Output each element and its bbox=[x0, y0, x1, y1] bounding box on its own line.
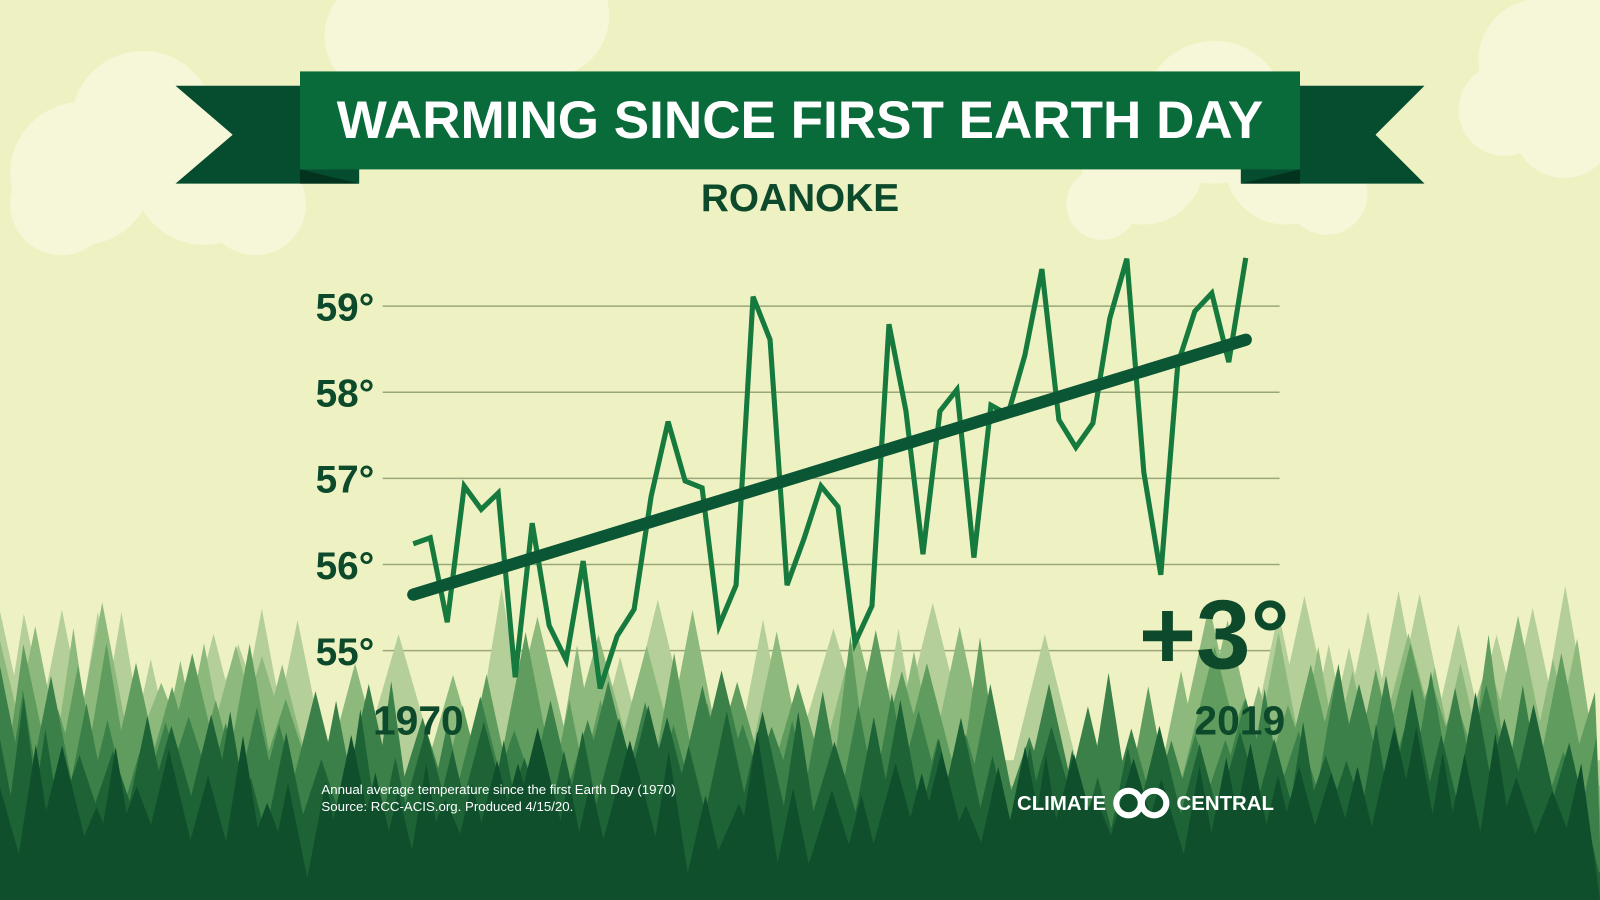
tree bbox=[360, 634, 437, 766]
logo-text-right: CENTRAL bbox=[1177, 793, 1274, 815]
tree bbox=[645, 750, 692, 900]
y-tick-label: 55° bbox=[316, 631, 375, 674]
tree-layer bbox=[0, 726, 1600, 900]
tree bbox=[1550, 763, 1600, 900]
footnote-line-2: Source: RCC-ACIS.org. Produced 4/15/20. bbox=[321, 799, 573, 814]
footnote-line-1: Annual average temperature since the fir… bbox=[321, 782, 675, 797]
trend-annotation: +3° bbox=[1139, 579, 1290, 689]
temperature-line bbox=[412, 257, 1249, 690]
chart-subtitle: ROANOKE bbox=[701, 177, 899, 220]
climate-central-logo: CLIMATE CENTRAL bbox=[1017, 787, 1274, 819]
forest bbox=[0, 585, 1600, 900]
y-tick-label: 58° bbox=[316, 373, 375, 416]
tree bbox=[731, 731, 784, 900]
tree bbox=[1125, 779, 1198, 900]
logo-text-left: CLIMATE bbox=[1017, 793, 1106, 815]
x-tick-label-start: 1970 bbox=[373, 698, 464, 744]
y-axis-labels: 59° 58° 57° 56° 55° bbox=[316, 286, 375, 673]
title-banner: WARMING SINCE FIRST EARTH DAY bbox=[175, 71, 1425, 184]
cloud-top-center bbox=[324, 0, 610, 131]
chart-title: WARMING SINCE FIRST EARTH DAY bbox=[337, 91, 1263, 150]
ribbon-center bbox=[300, 71, 1300, 170]
x-tick-label-end: 2019 bbox=[1194, 698, 1285, 744]
y-tick-label: 57° bbox=[316, 459, 375, 502]
tree bbox=[587, 740, 673, 900]
cloud-far-right bbox=[1458, 0, 1600, 178]
logo-rings-icon bbox=[1113, 787, 1170, 819]
y-tick-label: 59° bbox=[316, 286, 375, 329]
data-points bbox=[413, 257, 1246, 689]
tree bbox=[1012, 634, 1078, 766]
y-tick-label: 56° bbox=[316, 545, 375, 588]
trend-line bbox=[407, 333, 1252, 601]
tree bbox=[264, 782, 312, 900]
tree bbox=[769, 788, 817, 900]
